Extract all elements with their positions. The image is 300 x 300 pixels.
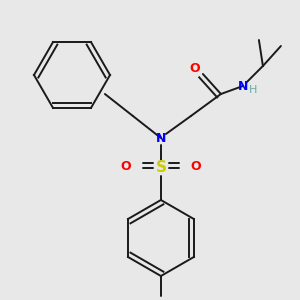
- Text: O: O: [190, 160, 201, 172]
- Text: H: H: [249, 85, 257, 95]
- Text: N: N: [238, 80, 248, 92]
- Text: S: S: [155, 160, 167, 175]
- Text: O: O: [121, 160, 131, 172]
- Text: N: N: [156, 131, 166, 145]
- Text: O: O: [190, 61, 200, 74]
